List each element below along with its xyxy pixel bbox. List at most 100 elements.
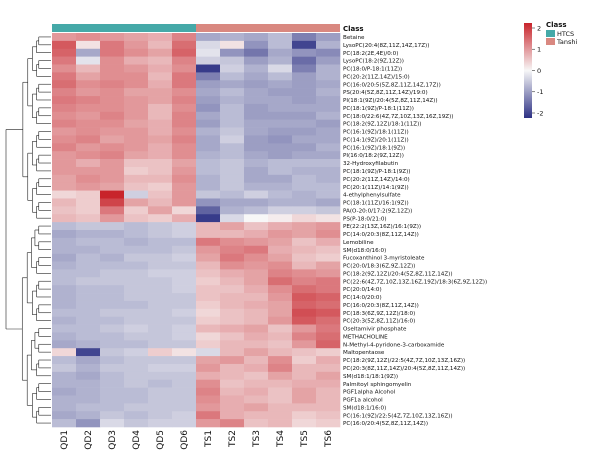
heatmap-cell: [172, 206, 197, 215]
heatmap-cell: [76, 324, 101, 333]
heatmap-cell: [244, 245, 269, 254]
heatmap-cell: [292, 293, 317, 302]
heatmap-cell: [52, 419, 77, 428]
heatmap-cell: [148, 277, 173, 286]
heatmap-cell: [76, 64, 101, 73]
heatmap-cell: [172, 419, 197, 428]
heatmap-cell: [244, 80, 269, 89]
heatmap-cell: [196, 340, 221, 349]
heatmap-cell: [76, 222, 101, 231]
heatmap-cell: [148, 419, 173, 428]
heatmap-cell: [244, 182, 269, 191]
heatmap-cell: [76, 379, 101, 388]
heatmap-cell: [124, 103, 149, 113]
heatmap-cell: [220, 356, 245, 365]
heatmap-cell: [100, 356, 125, 365]
heatmap-cell: [100, 214, 125, 223]
heatmap-cell: [196, 348, 221, 357]
heatmap-cell: [100, 88, 125, 97]
heatmap-cell: [172, 245, 197, 254]
heatmap-cell: [244, 166, 269, 176]
heatmap-cell: [148, 56, 173, 65]
heatmap-cell: [148, 245, 173, 254]
heatmap-cell: [76, 253, 101, 262]
heatmap-cell: [148, 363, 173, 373]
heatmap-cell: [100, 198, 125, 207]
heatmap-cell: [316, 151, 341, 160]
heatmap-cell: [52, 253, 77, 262]
heatmap-cell: [268, 64, 293, 73]
row-label: PC(18:0/P-18:1(11Z)): [343, 67, 402, 73]
heatmap-cell: [292, 64, 317, 73]
heatmap-cell: [148, 151, 173, 160]
heatmap-cell: [268, 379, 293, 388]
row-label: PC(18:2(9Z,12Z)/20:4(5Z,8Z,11Z,14Z)): [343, 271, 453, 277]
heatmap-cell: [76, 182, 101, 191]
heatmap-cell: [316, 56, 341, 65]
heatmap-cell: [124, 222, 149, 231]
heatmap-cell: [316, 363, 341, 373]
heatmap-cell: [172, 182, 197, 191]
heatmap-cell: [268, 48, 293, 57]
heatmap-cell: [100, 237, 125, 247]
legend-swatch: [546, 30, 555, 37]
heatmap-cell: [172, 166, 197, 176]
heatmap-cell: [100, 300, 125, 310]
heatmap-cell: [316, 387, 341, 396]
heatmap-cell: [172, 56, 197, 65]
heatmap-cell: [316, 80, 341, 89]
heatmap-cell: [172, 316, 197, 325]
heatmap-cell: [268, 340, 293, 349]
heatmap-cell: [268, 230, 293, 239]
heatmap-cell: [52, 348, 77, 357]
heatmap-cell: [100, 143, 125, 152]
heatmap-cell: [244, 324, 269, 333]
heatmap-cell: [268, 253, 293, 262]
heatmap-cell: [196, 277, 221, 286]
heatmap-cell: [268, 159, 293, 168]
heatmap-cell: [196, 253, 221, 262]
heatmap-cell: [292, 285, 317, 294]
heatmap-cell: [76, 48, 101, 57]
heatmap-cell: [268, 363, 293, 373]
heatmap-cell: [148, 214, 173, 223]
heatmap-cell: [268, 151, 293, 160]
row-label: PC(16:0/20:4(5Z,8Z,11Z,14Z)): [343, 421, 428, 427]
row-label: PC(14:1(9Z)/20:1(11Z)): [343, 137, 409, 143]
heatmap-cell: [292, 143, 317, 152]
heatmap-cell: [172, 356, 197, 365]
heatmap-cell: [148, 198, 173, 207]
row-label: PC(18:1(9Z)/P-18:1(9Z)): [343, 169, 410, 175]
heatmap-cell: [148, 403, 173, 412]
heatmap-cell: [292, 403, 317, 412]
heatmap-cell: [220, 64, 245, 73]
heatmap-cell: [268, 371, 293, 381]
heatmap-cell: [148, 206, 173, 215]
heatmap-cell: [316, 308, 341, 317]
heatmap-cell: [172, 300, 197, 310]
row-label: Oseltamivir phosphate: [343, 327, 407, 333]
heatmap-cell: [220, 293, 245, 302]
heatmap-cell: [76, 103, 101, 113]
heatmap-cell: [124, 64, 149, 73]
heatmap-cell: [172, 135, 197, 144]
heatmap-cell: [76, 119, 101, 128]
heatmap-cell: [292, 111, 317, 120]
heatmap-cell: [172, 151, 197, 160]
heatmap-cell: [292, 316, 317, 325]
heatmap-cell: [316, 237, 341, 247]
heatmap-cell: [76, 245, 101, 254]
heatmap-cell: [100, 324, 125, 333]
heatmap-cell: [244, 88, 269, 97]
heatmap-cell: [196, 111, 221, 120]
heatmap-cell: [292, 222, 317, 231]
row-label: PC(20:0/18:3(6Z,9Z,12Z)): [343, 264, 415, 270]
heatmap-cell: [220, 253, 245, 262]
row-label: PE(22:2(13Z,16Z)/16:1(9Z)): [343, 224, 421, 230]
scale-tick-label: 0: [537, 67, 541, 75]
heatmap-cell: [76, 96, 101, 105]
row-label: PC(14:0/20:0): [343, 295, 382, 301]
heatmap-cell: [244, 419, 269, 428]
heatmap-cell: [220, 182, 245, 191]
